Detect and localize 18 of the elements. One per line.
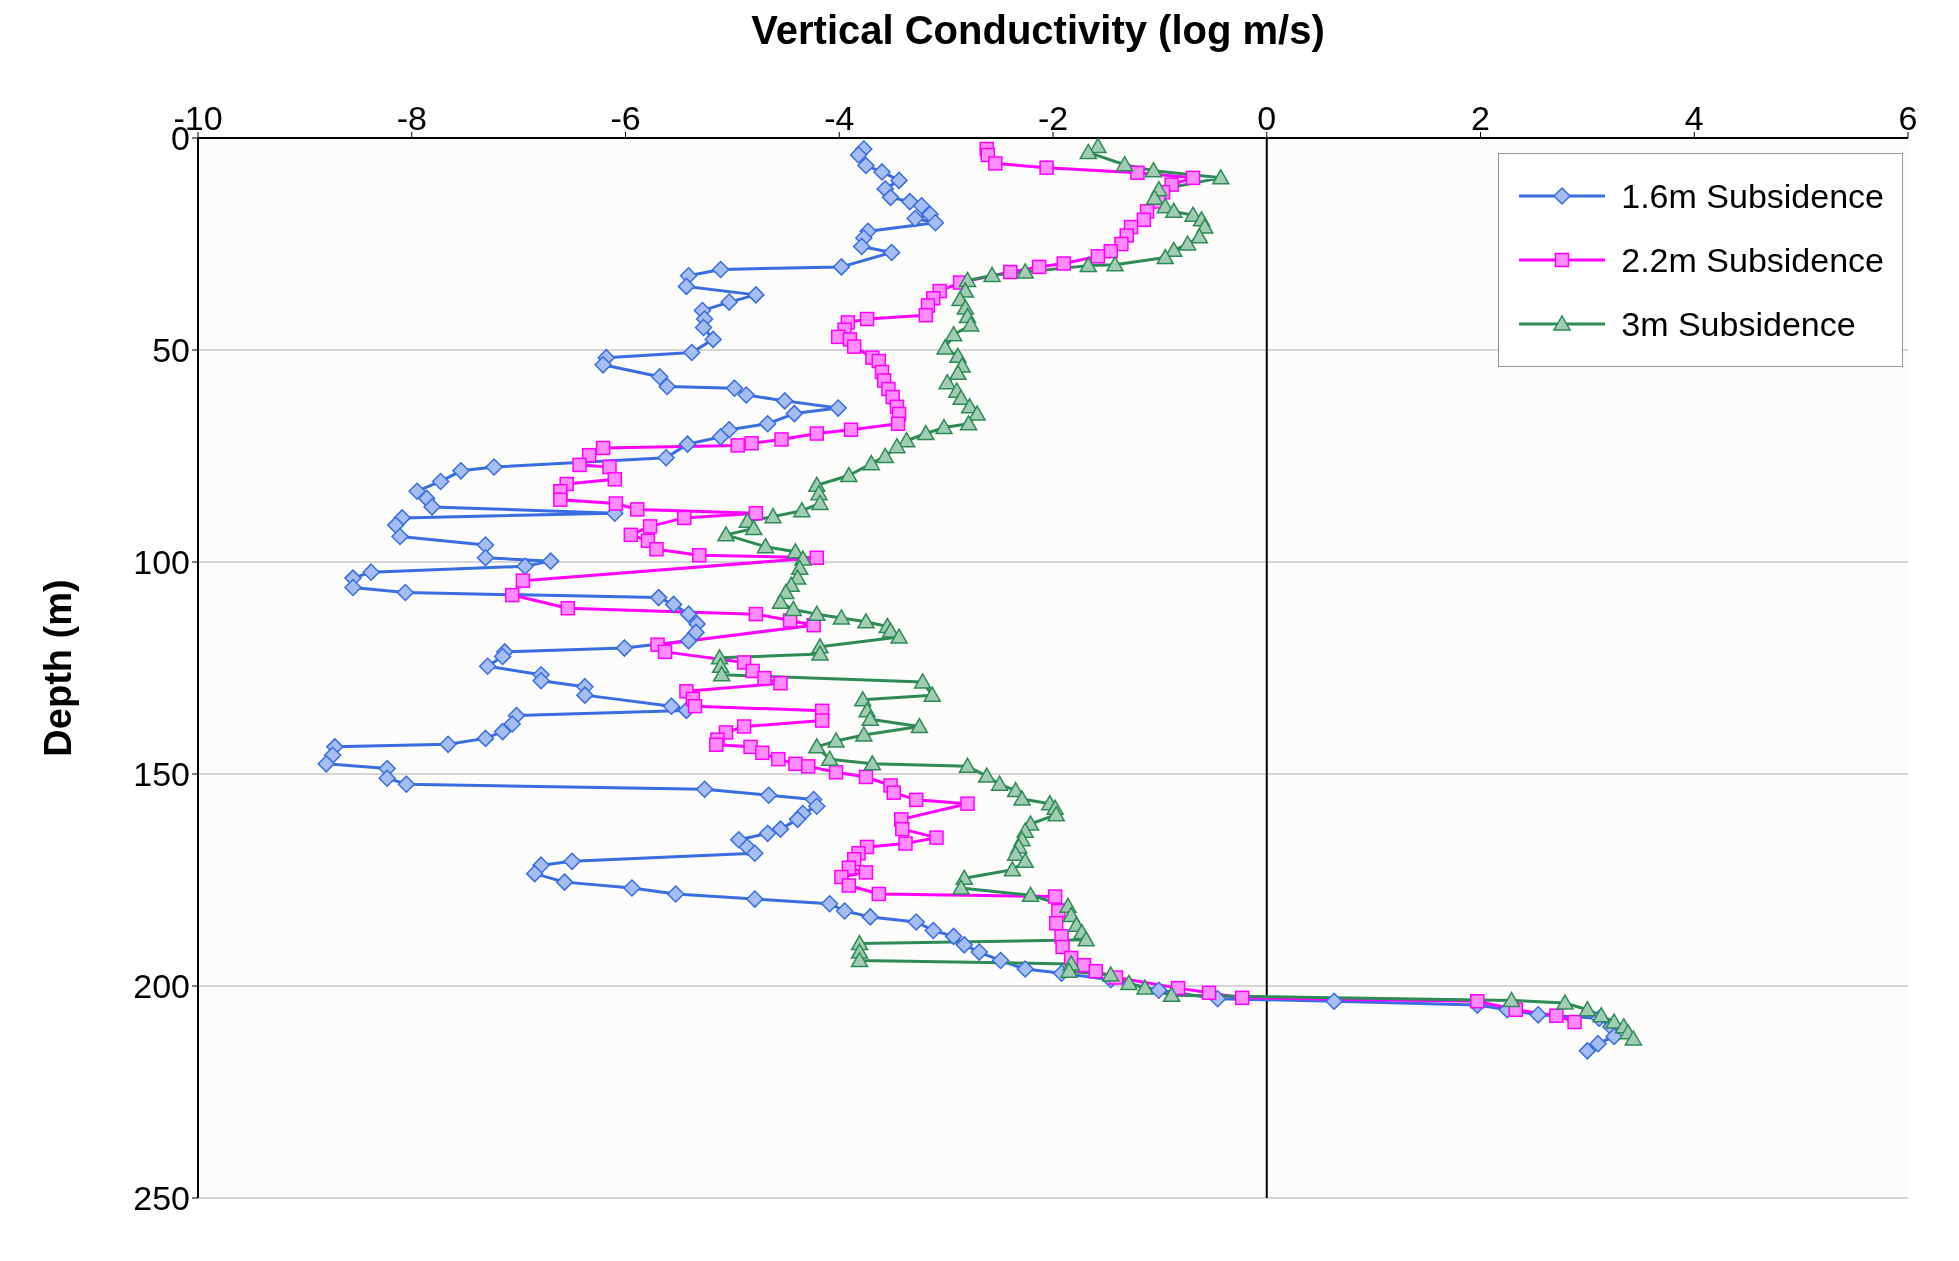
y-axis-title: Depth (m) <box>37 579 80 757</box>
legend-label: 3m Subsidence <box>1621 304 1856 344</box>
y-tick-label: 150 <box>133 755 190 794</box>
x-tick-label: -4 <box>824 99 855 137</box>
legend-label: 1.6m Subsidence <box>1621 176 1884 216</box>
legend-label: 2.2m Subsidence <box>1621 240 1884 280</box>
x-tick-label: -2 <box>1037 99 1069 137</box>
y-tick-label: 50 <box>152 331 190 370</box>
x-tick-label: 2 <box>1471 99 1490 137</box>
y-tick-label: 250 <box>133 1179 190 1218</box>
x-tick-label: -8 <box>396 99 427 137</box>
x-tick-label: 0 <box>1257 99 1277 137</box>
x-tick-label: 4 <box>1684 99 1704 137</box>
y-tick-label: 100 <box>133 543 190 582</box>
x-tick-label: 6 <box>1898 99 1918 137</box>
y-tick-label: 200 <box>133 967 190 1006</box>
x-tick-label: -6 <box>610 99 641 137</box>
x-axis-title: Vertical Conductivity (log m/s) <box>750 8 1326 54</box>
